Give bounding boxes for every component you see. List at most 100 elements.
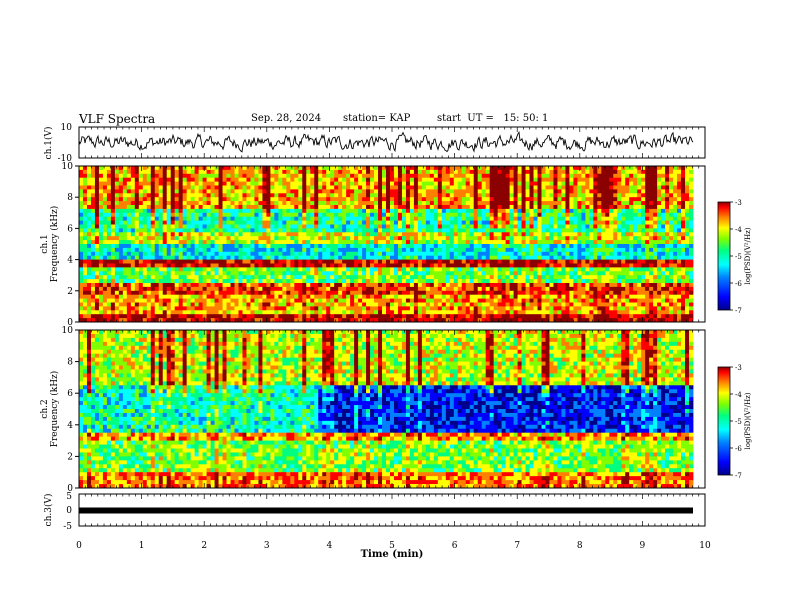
spectrogram-cell <box>90 216 96 221</box>
spectrogram-cell <box>617 212 622 218</box>
spectrogram-cell <box>605 201 610 206</box>
spectrogram-cell <box>537 185 542 190</box>
spectrogram-cell <box>653 247 658 253</box>
spectrogram-cell <box>79 236 84 241</box>
spectrogram-cell <box>553 212 558 218</box>
spectrogram-cell <box>565 259 570 264</box>
spectrogram-cell <box>505 279 510 284</box>
spectrogram-cell <box>401 212 407 218</box>
spectrogram-cell <box>238 267 243 272</box>
spectrogram-cell <box>330 197 335 202</box>
spectrogram-cell <box>521 271 526 276</box>
spectrogram-cell <box>242 169 247 175</box>
spectrogram-cell <box>653 197 658 202</box>
spectrogram-cell <box>346 251 351 257</box>
spectrogram-cell <box>282 283 287 288</box>
spectrogram-cell <box>389 236 395 241</box>
spectrogram-cell <box>645 177 650 182</box>
spectrogram-cell <box>517 173 522 179</box>
spectrogram-cell <box>110 193 116 198</box>
spectrogram-cell <box>102 212 108 218</box>
spectrogram-cell <box>453 173 459 179</box>
spectrogram-cell <box>178 251 184 257</box>
spectrogram-cell <box>338 244 343 249</box>
spectrogram-cell <box>126 286 132 292</box>
spectrogram-cell <box>601 236 606 241</box>
spectrogram-cell <box>222 169 227 175</box>
spectrogram-cell <box>569 169 574 175</box>
spectrogram-cell <box>609 220 614 225</box>
spectrogram-cell <box>441 236 447 241</box>
spectrogram-cell <box>186 216 192 221</box>
spectrogram-cell <box>174 283 180 288</box>
spectrogram-cell <box>82 169 88 175</box>
spectrogram-cell <box>350 236 355 241</box>
spectrogram-cell <box>126 251 132 257</box>
spectrogram-cell <box>110 279 116 284</box>
spectrogram-cell <box>102 271 108 276</box>
spectrogram-cell <box>641 216 646 221</box>
spectrogram-cell <box>382 228 387 233</box>
spectrogram-cell <box>505 173 510 179</box>
spectrogram-cell <box>429 232 435 237</box>
spectrogram-cell <box>138 247 144 253</box>
spectrogram-cell <box>134 205 140 210</box>
spectrogram-cell <box>186 240 192 245</box>
spectrogram-cell <box>166 247 172 253</box>
spectrogram-cell <box>302 263 307 268</box>
spectrogram-cell <box>441 228 447 233</box>
spectrogram-cell <box>481 201 487 206</box>
spectrogram-cell <box>298 247 303 253</box>
spectrogram-cell <box>405 279 411 284</box>
spectrogram-cell <box>294 201 299 206</box>
spectrogram-cell <box>138 279 144 284</box>
spectrogram-cell <box>545 166 550 171</box>
spectrogram-cell <box>362 197 367 202</box>
spectrogram-cell <box>194 220 200 225</box>
spectrogram-cell <box>457 177 463 182</box>
spectrogram-cell <box>218 232 223 237</box>
spectrogram-cell <box>202 255 207 260</box>
spectrogram-cell <box>401 197 407 202</box>
spectrogram-cell <box>517 232 522 237</box>
spectrogram-cell <box>330 263 335 268</box>
spectrogram-cell <box>382 177 387 182</box>
spectrogram-cell <box>158 283 164 288</box>
spectrogram-cell <box>629 236 634 241</box>
spectrogram-cell <box>677 224 682 229</box>
spectrogram-cell <box>557 181 562 186</box>
spectrogram-cell <box>413 224 419 229</box>
spectrogram-cell <box>226 181 231 186</box>
spectrogram-cell <box>254 255 259 260</box>
spectrogram-cell <box>222 263 227 268</box>
spectrogram-cell <box>314 193 319 198</box>
spectrogram-cell <box>250 279 255 284</box>
spectrogram-cell <box>282 177 287 182</box>
spectrogram-cell <box>98 236 104 241</box>
spectrogram-cell <box>138 275 144 280</box>
spectrogram-cell <box>318 263 323 268</box>
spectrogram-cell <box>182 228 188 233</box>
spectrogram-cell <box>453 283 459 288</box>
spectrogram-cell <box>254 259 259 264</box>
spectrogram-cell <box>549 208 554 214</box>
spectrogram-cell <box>262 208 267 214</box>
spectrogram-cell <box>669 247 674 253</box>
spectrogram-cell <box>497 220 503 225</box>
spectrogram-cell <box>346 205 351 210</box>
spectrogram-cell <box>182 240 188 245</box>
spectrogram-cell <box>541 189 546 194</box>
spectrogram-cell <box>90 279 96 284</box>
spectrogram-cell <box>150 240 156 245</box>
spectrogram-cell <box>358 263 363 268</box>
spectrogram-cell <box>669 228 674 233</box>
spectrogram-cell <box>461 232 467 237</box>
spectrogram-cell <box>545 189 550 194</box>
spectrogram-cell <box>310 189 315 194</box>
spectrogram-cell <box>318 169 323 175</box>
spectrogram-cell <box>605 189 610 194</box>
spectrogram-cell <box>661 267 666 272</box>
spectrogram-cell <box>561 240 566 245</box>
spectrogram-cell <box>198 236 203 241</box>
spectrogram-cell <box>258 286 263 292</box>
